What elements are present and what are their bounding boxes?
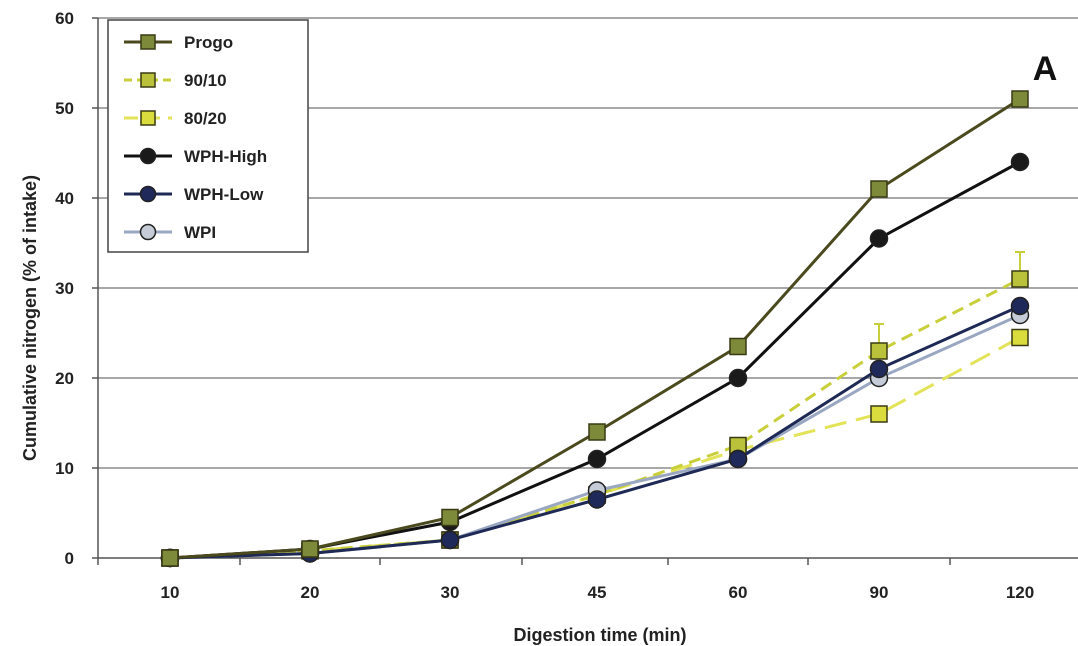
series-layer xyxy=(160,90,1030,568)
legend-swatch-marker xyxy=(140,110,156,126)
legend-swatch-marker xyxy=(139,223,157,241)
series-90-10 xyxy=(161,251,1029,567)
axes: 0 10 20 30 40 50 60 10 20 30 45 60 90 120 xyxy=(55,9,1078,602)
legend-item: 80/20 xyxy=(124,109,227,128)
y-tick-label: 30 xyxy=(55,279,74,298)
data-point xyxy=(870,405,888,423)
legend-swatch-marker xyxy=(140,34,156,50)
y-axis-title: Cumulative nitrogen (% of intake) xyxy=(20,175,40,461)
legend-label: 80/20 xyxy=(184,109,227,128)
data-point xyxy=(1011,328,1029,347)
y-tick-label: 50 xyxy=(55,99,74,118)
legend-box xyxy=(107,19,309,253)
legend-label: Progo xyxy=(184,33,233,52)
data-point xyxy=(728,449,748,469)
legend-item: WPI xyxy=(124,223,216,242)
legend-label: 90/10 xyxy=(184,71,227,90)
legend-label: WPH-High xyxy=(184,147,267,166)
data-point xyxy=(587,490,607,509)
data-point xyxy=(1011,90,1029,108)
legend: Progo 90/10 80/20 WPH-High WPH-Low WPI xyxy=(107,19,309,253)
x-tick-label: 60 xyxy=(729,583,748,602)
series-80-20 xyxy=(161,328,1029,567)
y-tick-label: 40 xyxy=(55,189,74,208)
legend-item: WPH-High xyxy=(124,147,267,166)
data-point xyxy=(870,180,888,198)
legend-item: WPH-Low xyxy=(124,185,264,204)
panel-label: A xyxy=(1033,50,1058,88)
legend-swatch-marker xyxy=(139,185,157,203)
x-tick-label: 120 xyxy=(1006,583,1034,602)
y-tick-label: 20 xyxy=(55,369,74,388)
legend-label: WPI xyxy=(184,223,216,242)
x-tick-label: 45 xyxy=(588,583,607,602)
legend-swatch-marker xyxy=(139,147,157,165)
series-progo xyxy=(161,90,1029,567)
data-point xyxy=(1011,270,1029,288)
data-point xyxy=(441,508,459,527)
data-point xyxy=(1010,152,1030,172)
y-tick-label: 10 xyxy=(55,459,74,478)
legend-swatch-marker xyxy=(140,72,156,88)
data-point xyxy=(1010,296,1030,316)
x-tick-label: 10 xyxy=(161,583,180,602)
legend-item: Progo xyxy=(124,33,233,52)
x-axis-title: Digestion time (min) xyxy=(513,625,686,645)
legend-item: 90/10 xyxy=(124,71,227,90)
data-point xyxy=(728,368,748,388)
y-tick-label: 60 xyxy=(55,9,74,28)
data-point xyxy=(729,337,747,356)
legend-label: WPH-Low xyxy=(184,185,264,204)
data-point xyxy=(161,549,179,567)
series-line xyxy=(169,277,1021,560)
data-point xyxy=(301,540,319,558)
x-tick-label: 20 xyxy=(301,583,320,602)
data-point xyxy=(869,359,889,379)
x-tick-label: 30 xyxy=(441,583,460,602)
data-point xyxy=(588,423,606,441)
y-tick-label: 0 xyxy=(65,549,74,568)
data-point xyxy=(440,530,460,550)
x-tick-label: 90 xyxy=(870,583,889,602)
data-point xyxy=(869,229,889,248)
data-point xyxy=(587,449,607,469)
data-point xyxy=(870,342,888,360)
